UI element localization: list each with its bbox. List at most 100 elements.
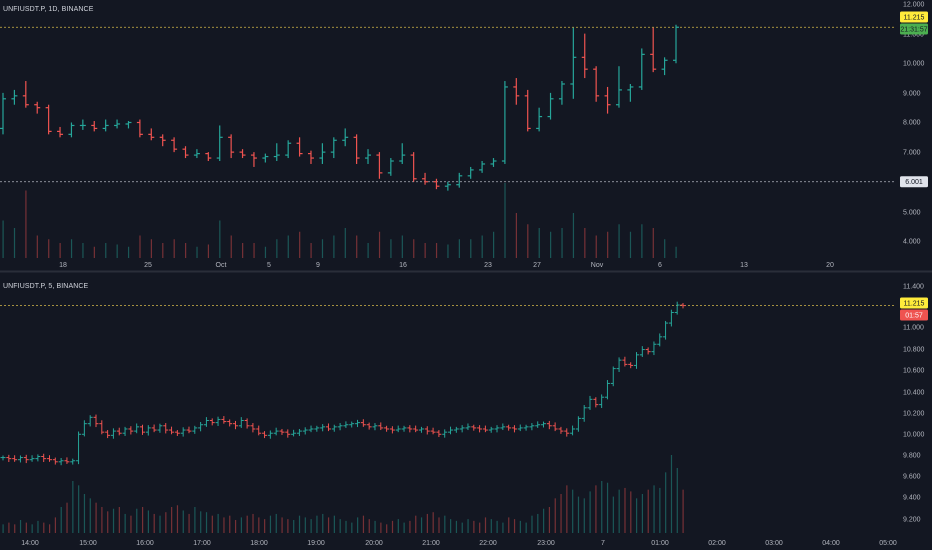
volume-bar [444,515,446,533]
ohlc-bar [105,430,111,439]
x-tick-label: 16 [399,262,407,269]
ohlc-bar [616,357,622,372]
volume-bar [25,522,27,533]
volume-bar [287,519,289,533]
volume-bar [438,517,440,533]
ohlc-bar [413,425,419,433]
volume-bar [194,507,196,533]
last-price-badge-bg [900,297,928,309]
volume-bar [670,455,673,533]
volume-bar [344,228,346,258]
volume-bar [380,522,382,533]
ohlc-bar [337,423,343,431]
ohlc-bar [125,121,132,129]
volume-bar [504,183,506,258]
last-price-badge: 11.215 [900,297,928,309]
ohlc-bar [627,83,634,102]
volume-bar [636,498,638,533]
volume-bar [572,213,575,258]
y-tick-label: 12.000 [903,2,925,9]
countdown-badge-text: 21:31:57 [900,27,927,34]
ohlc-bar [638,48,645,90]
volume-bar [327,517,330,533]
support-badge-bg [900,176,928,188]
ohlc-bar [634,352,640,369]
x-tick-label: 23 [484,262,492,269]
x-tick-label: Nov [591,262,604,269]
volume-bar [403,522,405,533]
volume-bar [48,524,51,533]
volume-bar [450,519,452,533]
ohlc-bar [523,424,529,431]
x-tick-label: 04:00 [822,540,840,547]
ohlc-bar [651,341,657,356]
ohlc-bar [64,457,70,464]
ohlc-bar [657,333,663,347]
volume-bar [72,481,74,533]
ohlc-bar [46,455,52,462]
volume-bar [48,239,50,258]
volume-bar [415,515,417,533]
ohlc-bar [174,430,180,436]
ohlc-bar [436,430,442,438]
ohlc-bar [552,422,558,432]
volume-bar [310,243,312,258]
volume-bar [252,513,254,533]
volume-bar [386,524,388,533]
volume-bar [550,231,552,258]
volume-bar [641,494,644,533]
ohlc-bar [128,426,134,435]
ohlc-bar [546,420,552,430]
volume-bar [127,246,130,258]
ohlc-bar [490,158,497,167]
ohlc-bar [216,125,223,162]
volume-bar [595,235,597,258]
ohlc-bar [355,419,361,428]
volume-bar [36,235,38,258]
ohlc-bar [570,425,576,436]
ohlc-bar [604,380,610,400]
ohlc-bar [93,414,99,428]
last-price-badge-bg [900,11,928,23]
ohlc-bar [0,455,6,461]
ohlc-bar [307,150,314,164]
ohlc-bar [163,423,169,434]
volume-bar [281,517,283,533]
volume-bar [538,228,540,258]
volume-bar [101,507,103,533]
volume-bar [351,522,353,533]
ohlc-bar [680,302,686,309]
y-tick-label: 10.600 [903,368,925,375]
volume-bar [479,522,481,533]
volume-bar [527,224,529,258]
volume-bar [653,485,655,533]
volume-bar [630,491,632,533]
ohlc-bar [87,415,93,427]
ohlc-bar [279,428,285,435]
x-tick-label: 21:00 [422,540,440,547]
ohlc-bar [81,420,87,437]
ohlc-bar [365,149,372,164]
ohlc-bar [459,425,465,433]
volume-bar [112,508,115,533]
volume-bar [496,520,498,533]
volume-bar [275,513,277,533]
volume-bar [150,239,152,258]
ohlc-bar [570,27,577,99]
ohlc-bar [308,425,314,433]
volume-bar [171,507,173,533]
volume-bar [105,243,107,258]
volume-bar [60,507,62,533]
ohlc-bar [227,419,233,427]
ohlc-bar [645,347,651,355]
x-tick-label: 20:00 [365,540,383,547]
ohlc-bar [529,423,535,431]
volume-bar [287,235,289,258]
ohlc-bar [262,431,268,439]
last-price-badge-text: 11.215 [904,15,925,22]
volume-bar [196,246,198,258]
ohlc-bar [433,178,440,190]
ohlc-bar [209,418,215,426]
ohlc-bar [159,134,166,147]
ohlc-bar [668,309,674,327]
